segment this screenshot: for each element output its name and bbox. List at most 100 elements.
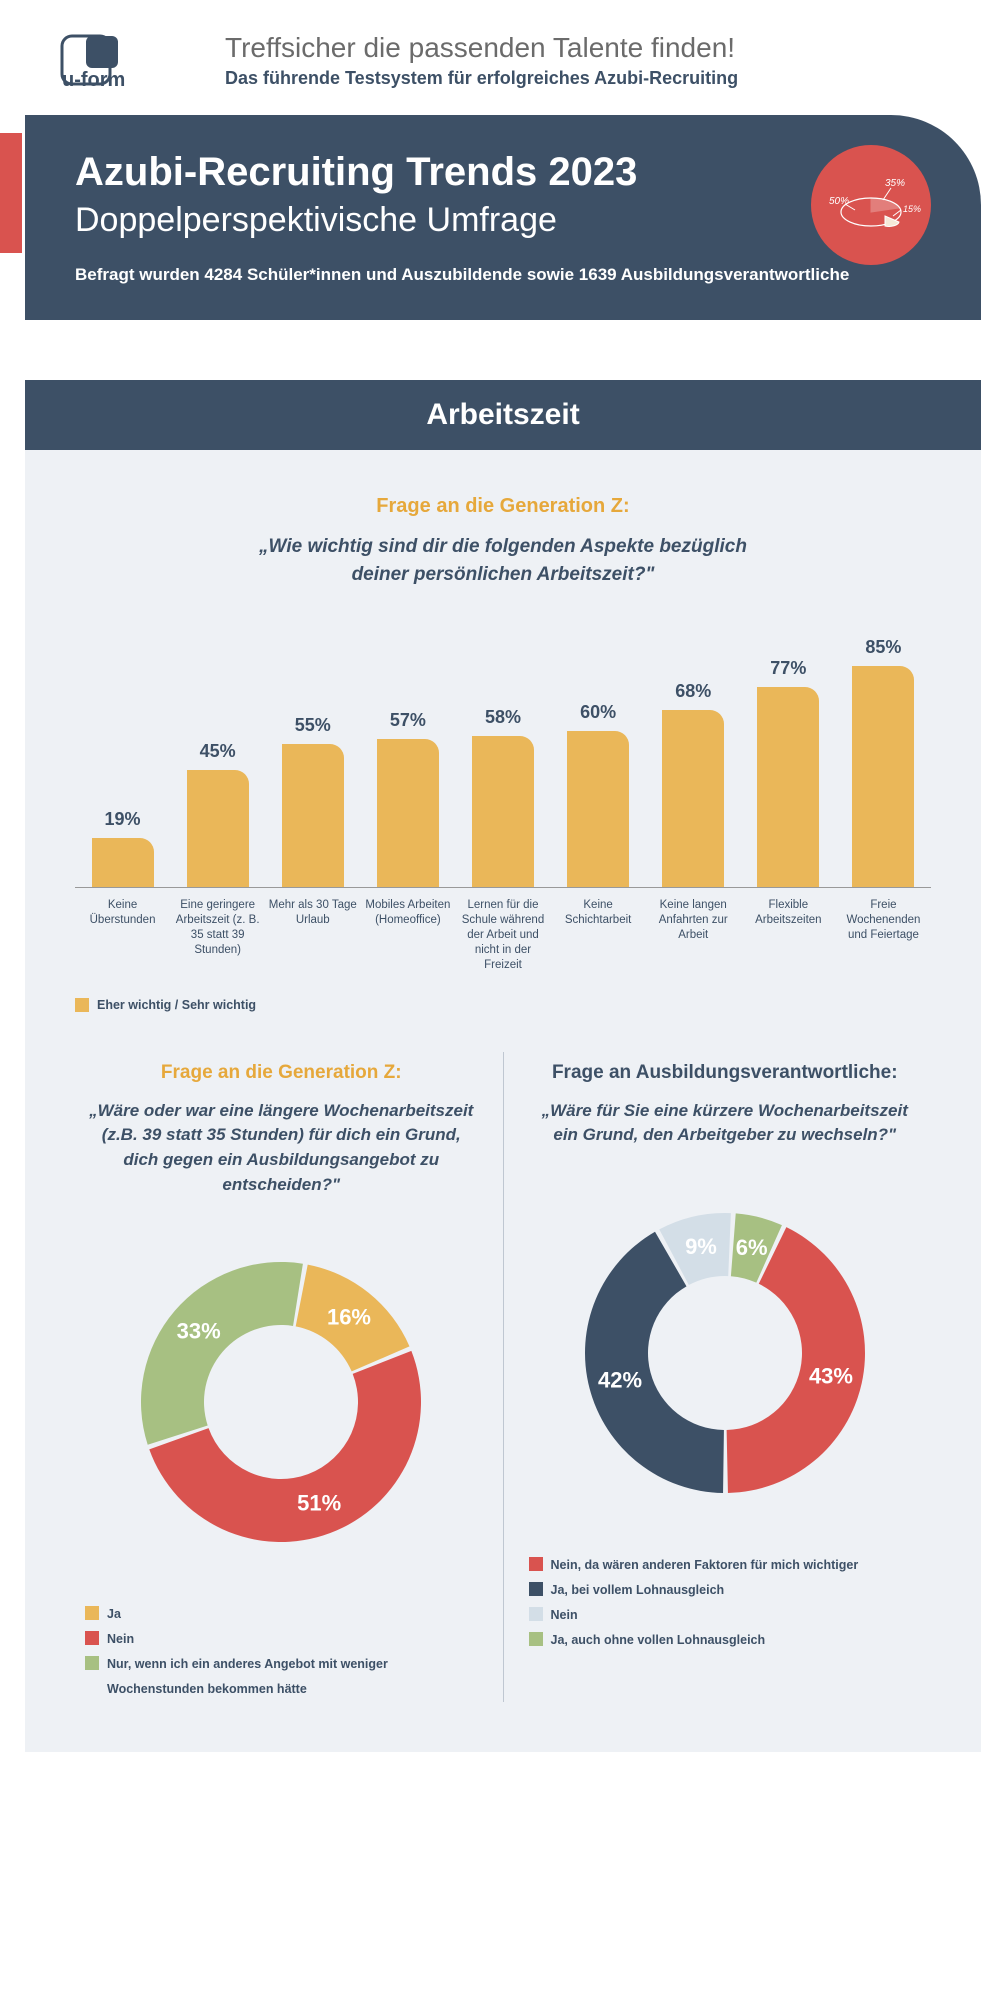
legend-label: Ja, auch ohne vollen Lohnausgleich <box>551 1628 766 1653</box>
legend-swatch <box>85 1606 99 1620</box>
legend-row: Ja, bei vollem Lohnausgleich <box>529 1578 922 1603</box>
legend-swatch <box>529 1607 543 1621</box>
bar-label: Eine geringere Arbeitszeit (z. B. 35 sta… <box>170 898 265 973</box>
pie-sketch-icon: 50% 35% 15% <box>811 145 931 265</box>
donut-right-legend: Nein, da wären anderen Faktoren für mich… <box>529 1553 922 1653</box>
barchart-question-label: Frage an die Generation Z: <box>25 495 981 518</box>
bar-col: 58% <box>455 628 550 887</box>
bar-col: 85% <box>836 628 931 887</box>
donut-segment-label: 33% <box>177 1319 221 1344</box>
donut-right-chart: 43% 42% 9% 6% <box>529 1183 922 1523</box>
banner-red-accent <box>0 133 22 253</box>
bar-value: 57% <box>390 710 426 731</box>
donut-segment <box>141 1262 303 1445</box>
bar-label: Keine Schichtarbeit <box>551 898 646 973</box>
bar-value: 45% <box>200 741 236 762</box>
donut-segment-label: 51% <box>297 1491 341 1516</box>
donut-segment-label: 6% <box>735 1235 767 1260</box>
bar-value: 68% <box>675 681 711 702</box>
bar-col: 55% <box>265 628 360 887</box>
bar-col: 68% <box>646 628 741 887</box>
bar-col: 19% <box>75 628 170 887</box>
bar-value: 55% <box>295 715 331 736</box>
bar-value: 19% <box>105 809 141 830</box>
bar-col: 57% <box>360 628 455 887</box>
legend-swatch <box>75 998 89 1012</box>
bar-rect <box>472 736 534 887</box>
bar-label: Lernen für die Schule während der Arbeit… <box>455 898 550 973</box>
donut-segment-label: 42% <box>598 1367 642 1392</box>
legend-swatch <box>529 1582 543 1596</box>
barchart: 19% 45% 55% 57% 58% 60% 68% 77% 85% Keine Überst… <box>75 628 931 973</box>
donut-segment-label: 43% <box>809 1363 853 1388</box>
header-tagline: Treffsicher die passenden Talente finden… <box>225 32 946 64</box>
bar-rect <box>92 838 154 887</box>
legend-row: Ja, auch ohne vollen Lohnausgleich <box>529 1628 922 1653</box>
donut-segment-label: 16% <box>327 1305 371 1330</box>
bar-label: Mobiles Arbeiten (Homeoffice) <box>360 898 455 973</box>
barchart-labels: Keine ÜberstundenEine geringere Arbeitsz… <box>75 898 931 973</box>
legend-label: Nein, da wären anderen Faktoren für mich… <box>551 1553 859 1578</box>
banner-description: Befragt wurden 4284 Schüler*innen und Au… <box>75 265 931 285</box>
banner: Azubi-Recruiting Trends 2023 Doppelpersp… <box>25 115 981 320</box>
banner-wrap: Azubi-Recruiting Trends 2023 Doppelpersp… <box>0 115 1006 320</box>
bar-col: 45% <box>170 628 265 887</box>
legend-label: Nein <box>107 1627 134 1652</box>
legend-label: Nein <box>551 1603 578 1628</box>
section-arbeitszeit: Arbeitszeit Frage an die Generation Z: „… <box>25 380 981 1752</box>
header-text-block: Treffsicher die passenden Talente finden… <box>225 32 946 89</box>
legend-row: Nur, wenn ich ein anderes Angebot mit we… <box>85 1652 478 1702</box>
donut-right-question-text: „Wäre für Sie eine kürzere Wochen­arbeit… <box>529 1099 922 1148</box>
section-title: Arbeitszeit <box>25 380 981 450</box>
donut-left-chart: 16% 51% 33% <box>85 1232 478 1572</box>
legend-label: Nur, wenn ich ein anderes Angebot mit we… <box>107 1652 478 1702</box>
bar-label: Mehr als 30 Tage Urlaub <box>265 898 360 973</box>
barchart-legend-text: Eher wichtig / Sehr wichtig <box>97 998 256 1012</box>
bar-label: Keine Überstunden <box>75 898 170 973</box>
bar-label: Flexible Arbeitszeiten <box>741 898 836 973</box>
bar-label: Freie Wochenenden und Feiertage <box>836 898 931 973</box>
barchart-bars: 19% 45% 55% 57% 58% 60% 68% 77% 85% <box>75 628 931 888</box>
legend-label: Ja, bei vollem Lohnausgleich <box>551 1578 725 1603</box>
legend-swatch <box>85 1631 99 1645</box>
bar-rect <box>282 744 344 887</box>
svg-text:50%: 50% <box>829 196 849 207</box>
legend-swatch <box>529 1557 543 1571</box>
legend-row: Nein <box>85 1627 478 1652</box>
barchart-legend: Eher wichtig / Sehr wichtig <box>75 998 931 1012</box>
donut-right-question-label: Frage an Ausbildungsverantwortliche: <box>529 1062 922 1084</box>
logo-text: u-form <box>62 69 125 90</box>
svg-text:15%: 15% <box>903 204 921 214</box>
legend-row: Nein <box>529 1603 922 1628</box>
legend-row: Nein, da wären anderen Faktoren für mich… <box>529 1553 922 1578</box>
bar-value: 85% <box>865 637 901 658</box>
header-top: u-form Treffsicher die passenden Talente… <box>0 0 1006 115</box>
banner-subtitle: Doppelperspektivische Umfrage <box>75 201 931 240</box>
donut-right-panel: Frage an Ausbildungsverantwortliche: „Wä… <box>503 1052 947 1703</box>
bar-value: 58% <box>485 707 521 728</box>
donut-left-panel: Frage an die Generation Z: „Wäre oder wa… <box>60 1052 503 1703</box>
bar-rect <box>757 687 819 887</box>
bar-rect <box>377 739 439 887</box>
svg-text:35%: 35% <box>885 178 905 189</box>
donut-row: Frage an die Generation Z: „Wäre oder wa… <box>60 1052 946 1703</box>
bar-rect <box>662 710 724 887</box>
bar-rect <box>852 666 914 887</box>
bar-rect <box>567 731 629 887</box>
donut-left-question-label: Frage an die Generation Z: <box>85 1062 478 1084</box>
donut-left-legend: JaNeinNur, wenn ich ein anderes Angebot … <box>85 1602 478 1702</box>
legend-row: Ja <box>85 1602 478 1627</box>
donut-left-question-text: „Wäre oder war eine längere Wochen­arbei… <box>85 1099 478 1198</box>
bar-label: Keine langen Anfahrten zur Arbeit <box>646 898 741 973</box>
bar-value: 60% <box>580 702 616 723</box>
legend-swatch <box>529 1632 543 1646</box>
bar-col: 60% <box>551 628 646 887</box>
bar-value: 77% <box>770 658 806 679</box>
banner-title: Azubi-Recruiting Trends 2023 <box>75 150 931 195</box>
uform-logo-icon: u-form <box>60 30 200 90</box>
legend-swatch <box>85 1656 99 1670</box>
donut-segment-label: 9% <box>685 1234 717 1259</box>
logo: u-form <box>60 30 200 90</box>
bar-col: 77% <box>741 628 836 887</box>
barchart-question-text: „Wie wichtig sind dir die folgenden Aspe… <box>243 533 763 588</box>
